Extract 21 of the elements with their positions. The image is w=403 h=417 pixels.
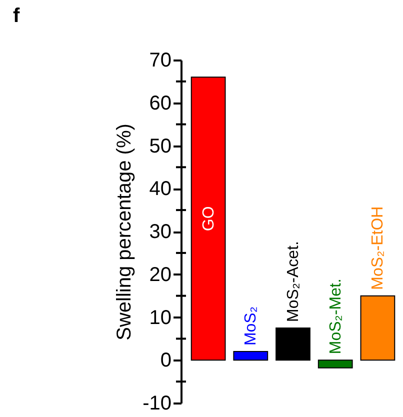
x-tick-label: MoS₂ <box>242 306 260 346</box>
text: f <box>13 5 20 27</box>
bar <box>190 76 226 361</box>
bar <box>233 351 268 361</box>
x-tick-label: MoS₂-Met. <box>327 278 344 354</box>
x-tick-label: MoS₂-Acet. <box>285 241 302 322</box>
y-tick-label: -10 <box>142 392 172 414</box>
y-tick-label: 50 <box>149 135 172 158</box>
x-tick-label: MoS₂-EtOH <box>370 206 387 290</box>
x-tick-label: GO <box>200 206 218 232</box>
bar <box>360 295 396 361</box>
bar <box>318 360 353 368</box>
y-tick-label: 70 <box>149 50 172 72</box>
bar <box>276 327 310 361</box>
y-tick-label: 10 <box>149 306 172 329</box>
y-tick-label: 60 <box>149 92 172 114</box>
y-tick-label: 20 <box>149 264 172 286</box>
y-tick-label: 0 <box>160 350 172 372</box>
y-tick-label: 40 <box>149 178 172 200</box>
y-tick-label: 30 <box>149 221 172 243</box>
y-axis-title: Swelling percentage (%) <box>114 124 136 340</box>
